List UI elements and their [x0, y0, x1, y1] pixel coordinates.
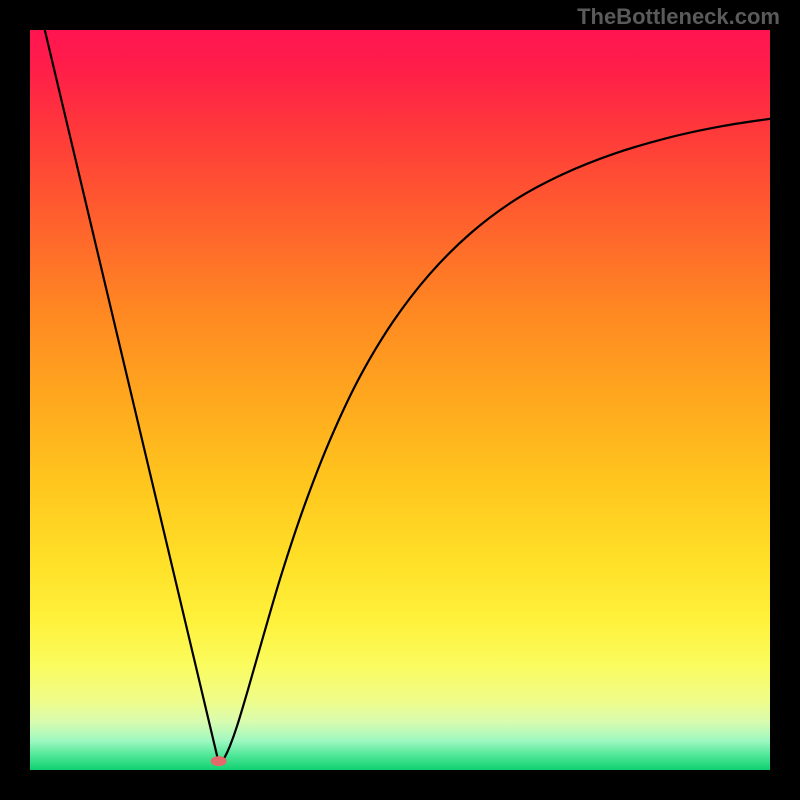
bottleneck-chart	[0, 0, 800, 800]
chart-container: TheBottleneck.com	[0, 0, 800, 800]
optimal-point-marker	[211, 756, 227, 766]
watermark-text: TheBottleneck.com	[577, 4, 780, 30]
